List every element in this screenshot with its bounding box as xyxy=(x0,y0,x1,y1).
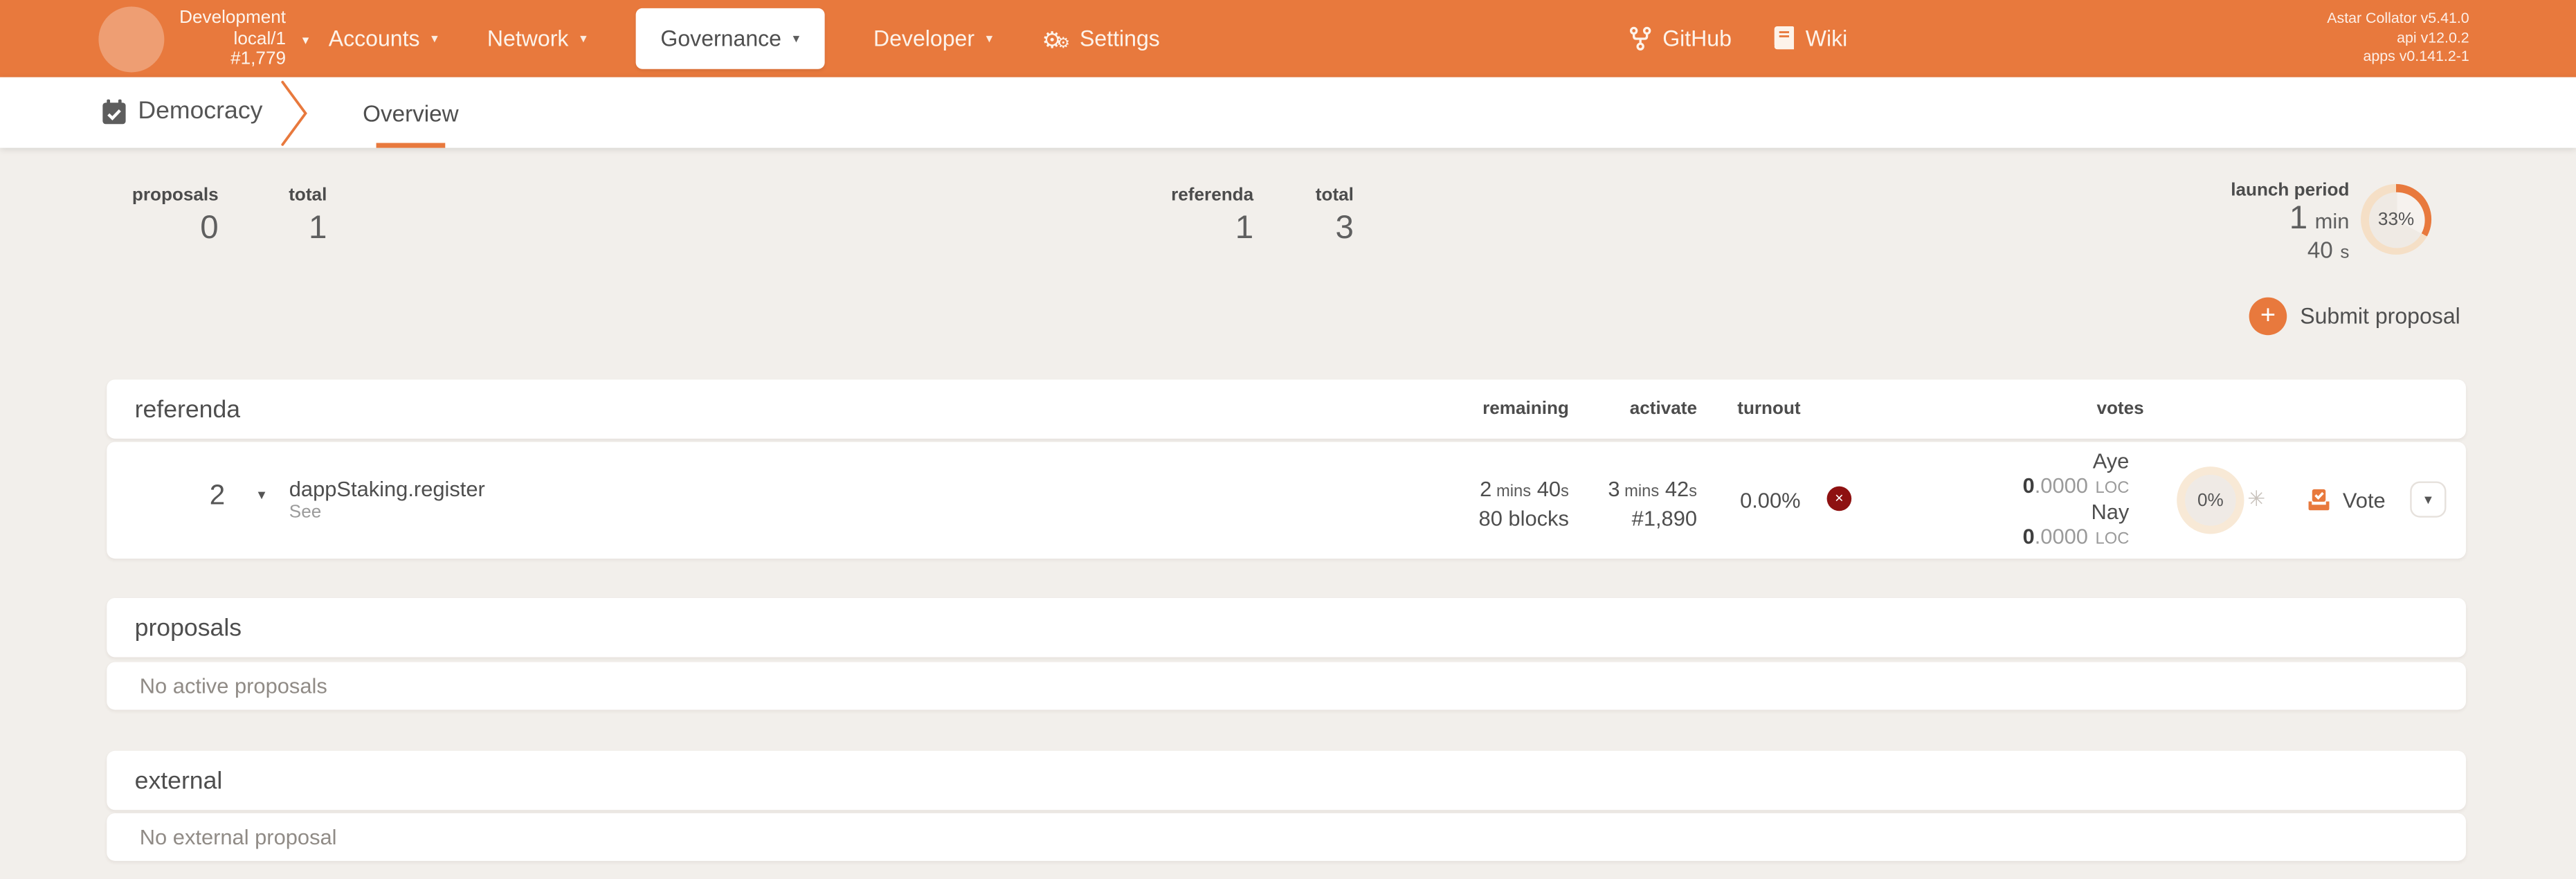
submit-proposal-button[interactable]: + Submit proposal xyxy=(2249,297,2460,336)
expand-caret-icon[interactable]: ▾ xyxy=(257,486,266,503)
api-version: api v12.0.2 xyxy=(2397,28,2469,46)
book-icon xyxy=(1774,26,1795,50)
proposals-header-card: proposals xyxy=(107,598,2466,658)
see-link[interactable]: See xyxy=(289,502,322,523)
github-link[interactable]: GitHub xyxy=(1629,26,1732,51)
summary-referenda-total-value: 3 xyxy=(1335,210,1354,247)
column-header-activate: activate xyxy=(1629,399,1698,419)
aye-label: Aye xyxy=(2092,448,2130,473)
activate-cell: 3 mins 42s #1,890 xyxy=(1608,476,1698,531)
external-header-card: external xyxy=(107,750,2466,810)
summary-referenda-total: total 3 xyxy=(1282,184,1354,248)
vote-progress-badge: 0% xyxy=(2177,466,2244,534)
tab-overview[interactable]: Overview xyxy=(363,99,459,126)
referenda-section-title: referenda xyxy=(134,395,241,424)
summary-proposals: proposals 0 xyxy=(107,184,219,248)
top-nav-bar: Development local/1 ▾ #1,779 Accounts ▾ … xyxy=(0,0,2576,78)
nav-item-accounts[interactable]: Accounts ▾ xyxy=(328,26,438,51)
apps-version: apps v0.141.2-1 xyxy=(2363,47,2469,64)
nav-item-settings[interactable]: ⚙ ⚙ Settings xyxy=(1042,25,1160,52)
caret-down-icon: ▾ xyxy=(792,31,800,46)
network-selector[interactable]: Development local/1 ▾ #1,779 xyxy=(158,8,309,70)
nav-item-network[interactable]: Network ▾ xyxy=(487,26,587,51)
ballot-vote-icon xyxy=(2308,489,2330,511)
proposals-empty-text: No active proposals xyxy=(139,673,327,698)
external-empty-card: No external proposal xyxy=(107,813,2466,861)
referendum-row: 2 ▾ dappStaking.register See 2 mins 40s … xyxy=(107,442,2466,559)
summary-launch-period: launch period 1 min 40 s xyxy=(2231,181,2350,263)
breadcrumb-separator xyxy=(281,80,307,146)
nav-item-governance[interactable]: Governance ▾ xyxy=(635,8,824,69)
nay-value: 0.0000 LOC xyxy=(2022,523,2130,548)
section-tab-bar: Democracy Overview xyxy=(0,77,2576,148)
external-links: GitHub Wiki xyxy=(1629,0,1847,78)
plus-icon: + xyxy=(2249,297,2287,336)
network-name: Development xyxy=(179,8,287,28)
external-empty-text: No external proposal xyxy=(139,824,337,850)
launch-period-value: 1 xyxy=(2289,200,2308,237)
column-header-turnout: turnout xyxy=(1737,399,1801,419)
summary-proposals-total-value: 1 xyxy=(308,210,327,247)
best-block-number: #1,779 xyxy=(230,49,287,69)
calendar-check-icon xyxy=(102,99,126,125)
section-title: Democracy xyxy=(138,97,263,125)
main-menu: Accounts ▾ Network ▾ Governance ▾ Develo… xyxy=(329,0,1160,78)
failing-status-icon: × xyxy=(1826,486,1852,511)
launch-period-percent: 33% xyxy=(2368,191,2424,248)
caret-down-icon: ▾ xyxy=(431,31,438,46)
chain-logo[interactable] xyxy=(98,6,165,73)
nay-label: Nay xyxy=(2091,499,2130,525)
summary-referenda-value: 1 xyxy=(1235,210,1254,247)
gear-icon: ⚙ ⚙ xyxy=(1042,25,1070,52)
wiki-link[interactable]: Wiki xyxy=(1774,26,1847,51)
asterisk-icon: ✳ xyxy=(2247,486,2266,511)
votes-cell: Aye 0.0000 LOC Nay 0.0000 LOC xyxy=(2022,448,2130,552)
summary-referenda: referenda 1 xyxy=(1117,184,1253,248)
vote-button[interactable]: Vote xyxy=(2342,487,2386,513)
referenda-header-card: referenda remaining activate turnout vot… xyxy=(107,379,2466,439)
caret-down-icon: ▾ xyxy=(986,31,993,46)
caret-down-icon: ▾ xyxy=(2424,490,2432,507)
referendum-method: dappStaking.register See xyxy=(289,476,485,524)
caret-down-icon: ▾ xyxy=(302,32,309,47)
remaining-cell: 2 mins 40s 80 blocks xyxy=(1478,476,1569,531)
nav-item-developer[interactable]: Developer ▾ xyxy=(873,26,993,51)
external-section-title: external xyxy=(134,766,223,795)
launch-period-progress-ring: 33% xyxy=(2361,183,2432,255)
column-header-remaining: remaining xyxy=(1482,399,1569,419)
network-endpoint: local/1 ▾ xyxy=(158,29,309,50)
column-header-votes: votes xyxy=(2096,399,2144,419)
github-fork-icon xyxy=(1629,26,1651,51)
aye-value: 0.0000 LOC xyxy=(2022,472,2130,498)
proposals-empty-card: No active proposals xyxy=(107,662,2466,710)
referendum-id: 2 xyxy=(209,480,226,511)
turnout-value: 0.00% xyxy=(1740,487,1801,513)
active-tab-underline xyxy=(376,143,446,148)
vote-dropdown-button[interactable]: ▾ xyxy=(2410,481,2447,518)
caret-down-icon: ▾ xyxy=(580,31,587,46)
summary-proposals-value: 0 xyxy=(200,210,219,247)
version-info: Astar Collator v5.41.0 api v12.0.2 apps … xyxy=(2327,10,2469,66)
proposals-section-title: proposals xyxy=(134,613,242,642)
summary-proposals-total: total 1 xyxy=(255,184,327,248)
node-version: Astar Collator v5.41.0 xyxy=(2327,10,2469,26)
